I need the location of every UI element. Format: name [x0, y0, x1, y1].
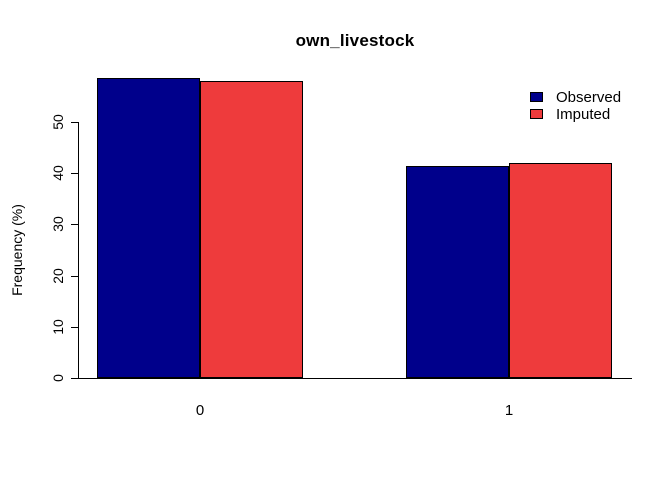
- y-tick-label: 20: [50, 268, 66, 284]
- x-axis-line: [78, 378, 632, 379]
- bar-observed-cat1: [406, 166, 509, 378]
- legend-label-imputed: Imputed: [556, 106, 611, 123]
- x-tick-label: 0: [195, 402, 205, 419]
- x-tick-label: 1: [504, 402, 514, 419]
- y-tick-label: 0: [50, 374, 66, 382]
- bar-imputed-cat1: [509, 163, 612, 378]
- y-tick-mark: [71, 378, 78, 379]
- y-tick-mark: [71, 122, 78, 123]
- y-tick-mark: [71, 276, 78, 277]
- y-tick-label: 10: [50, 319, 66, 335]
- y-axis-label: Frequency (%): [9, 204, 25, 296]
- bar-observed-cat0: [97, 78, 200, 378]
- y-tick-mark: [71, 173, 78, 174]
- legend-swatch-observed: [530, 92, 543, 102]
- y-tick-mark: [71, 327, 78, 328]
- y-tick-label: 30: [50, 216, 66, 232]
- legend-swatch-imputed: [530, 109, 543, 119]
- y-tick-label: 50: [50, 114, 66, 130]
- chart-title: own_livestock: [295, 31, 415, 50]
- y-tick-mark: [71, 224, 78, 225]
- legend-label-observed: Observed: [556, 89, 622, 106]
- y-tick-label: 40: [50, 165, 66, 181]
- bar-imputed-cat0: [200, 81, 303, 378]
- y-axis-line: [78, 122, 79, 379]
